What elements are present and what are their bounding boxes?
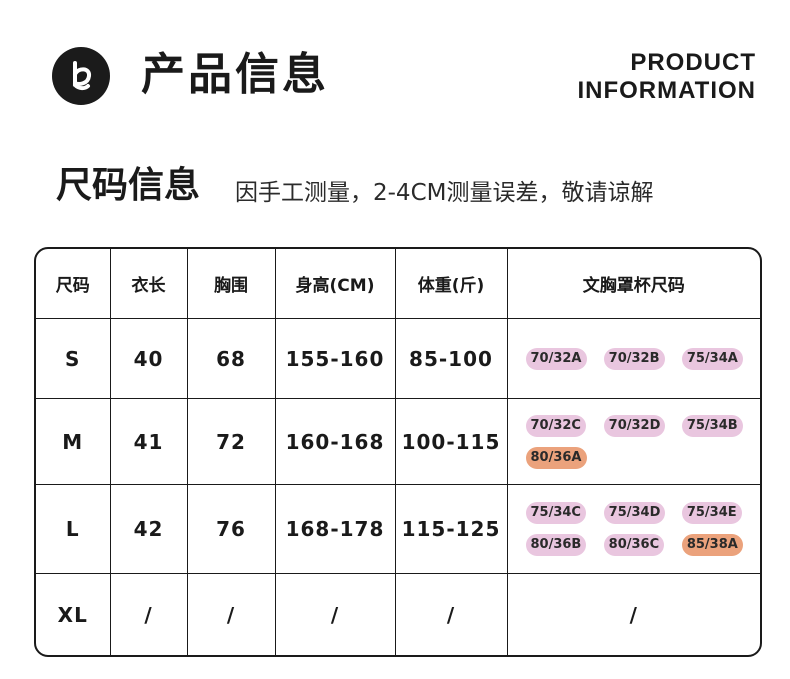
- cup-chip: 75/34B: [681, 414, 743, 437]
- cell-height: 160-168: [274, 398, 396, 485]
- header-weight: 体重(斤): [394, 249, 508, 319]
- cell-size: M: [36, 398, 111, 485]
- table-row: XL / / / / /: [36, 573, 760, 655]
- cell-size: XL: [36, 573, 111, 655]
- cell-size: S: [36, 318, 111, 399]
- cup-chip: 70/32B: [603, 347, 665, 370]
- cup-chip-highlight: 80/36A: [525, 446, 587, 469]
- table-row: M 41 72 160-168 100-115 70/32C 70/32D 75…: [36, 398, 760, 485]
- cup-chip-highlight: 85/38A: [681, 534, 743, 556]
- cell-cups: /: [506, 573, 760, 655]
- cell-length: 41: [109, 398, 188, 485]
- header-size: 尺码: [36, 249, 111, 319]
- cell-length: /: [109, 573, 188, 655]
- measurement-note: 因手工测量，2-4CM测量误差，敬请谅解: [235, 180, 654, 206]
- header-bra-cup: 文胸罩杯尺码: [506, 249, 760, 319]
- size-table: 尺码 衣长 胸围 身高(CM) 体重(斤) 文胸罩杯尺码 S 40 68 155…: [34, 247, 762, 657]
- cup-chip: 70/32A: [525, 347, 587, 370]
- cell-weight: 115-125: [394, 484, 508, 574]
- cell-height: /: [274, 573, 396, 655]
- cup-chip: 70/32D: [603, 414, 666, 437]
- cup-chip: 75/34A: [681, 347, 743, 370]
- page-title: 产品信息: [141, 49, 329, 100]
- cell-bust: 76: [186, 484, 276, 574]
- table-row: L 42 76 168-178 115-125 75/34C 75/34D 75…: [36, 484, 760, 574]
- cup-chip: 80/36B: [525, 534, 587, 556]
- header-bust: 胸围: [186, 249, 276, 319]
- english-title: PRODUCT INFORMATION: [577, 49, 756, 105]
- header-height: 身高(CM): [274, 249, 396, 319]
- cell-weight: /: [394, 573, 508, 655]
- cell-cups: 75/34C 75/34D 75/34E 80/36B 80/36C 85/38…: [506, 484, 760, 574]
- cell-height: 168-178: [274, 484, 396, 574]
- cell-cups: 70/32C 70/32D 75/34B 80/36A: [506, 398, 760, 485]
- cell-bust: /: [186, 573, 276, 655]
- cup-chip: 75/34D: [603, 502, 666, 524]
- table-header-row: 尺码 衣长 胸围 身高(CM) 体重(斤) 文胸罩杯尺码: [36, 249, 760, 319]
- cell-weight: 85-100: [394, 318, 508, 399]
- english-title-line-2: INFORMATION: [577, 77, 756, 104]
- cell-height: 155-160: [274, 318, 396, 399]
- cup-chip: 80/36C: [603, 534, 665, 556]
- header-length: 衣长: [109, 249, 188, 319]
- brand-logo-icon: [52, 47, 110, 105]
- cell-bust: 68: [186, 318, 276, 399]
- cell-cups: 70/32A 70/32B 75/34A: [506, 318, 760, 399]
- cell-weight: 100-115: [394, 398, 508, 485]
- cell-length: 40: [109, 318, 188, 399]
- cup-chip: 70/32C: [525, 414, 586, 437]
- cell-length: 42: [109, 484, 188, 574]
- cup-chip: 75/34E: [681, 502, 742, 524]
- size-section-title: 尺码信息: [56, 165, 201, 206]
- cell-size: L: [36, 484, 111, 574]
- table-row: S 40 68 155-160 85-100 70/32A 70/32B 75/…: [36, 318, 760, 399]
- cup-chip: 75/34C: [525, 502, 586, 524]
- cell-bust: 72: [186, 398, 276, 485]
- english-title-line-1: PRODUCT: [630, 49, 756, 76]
